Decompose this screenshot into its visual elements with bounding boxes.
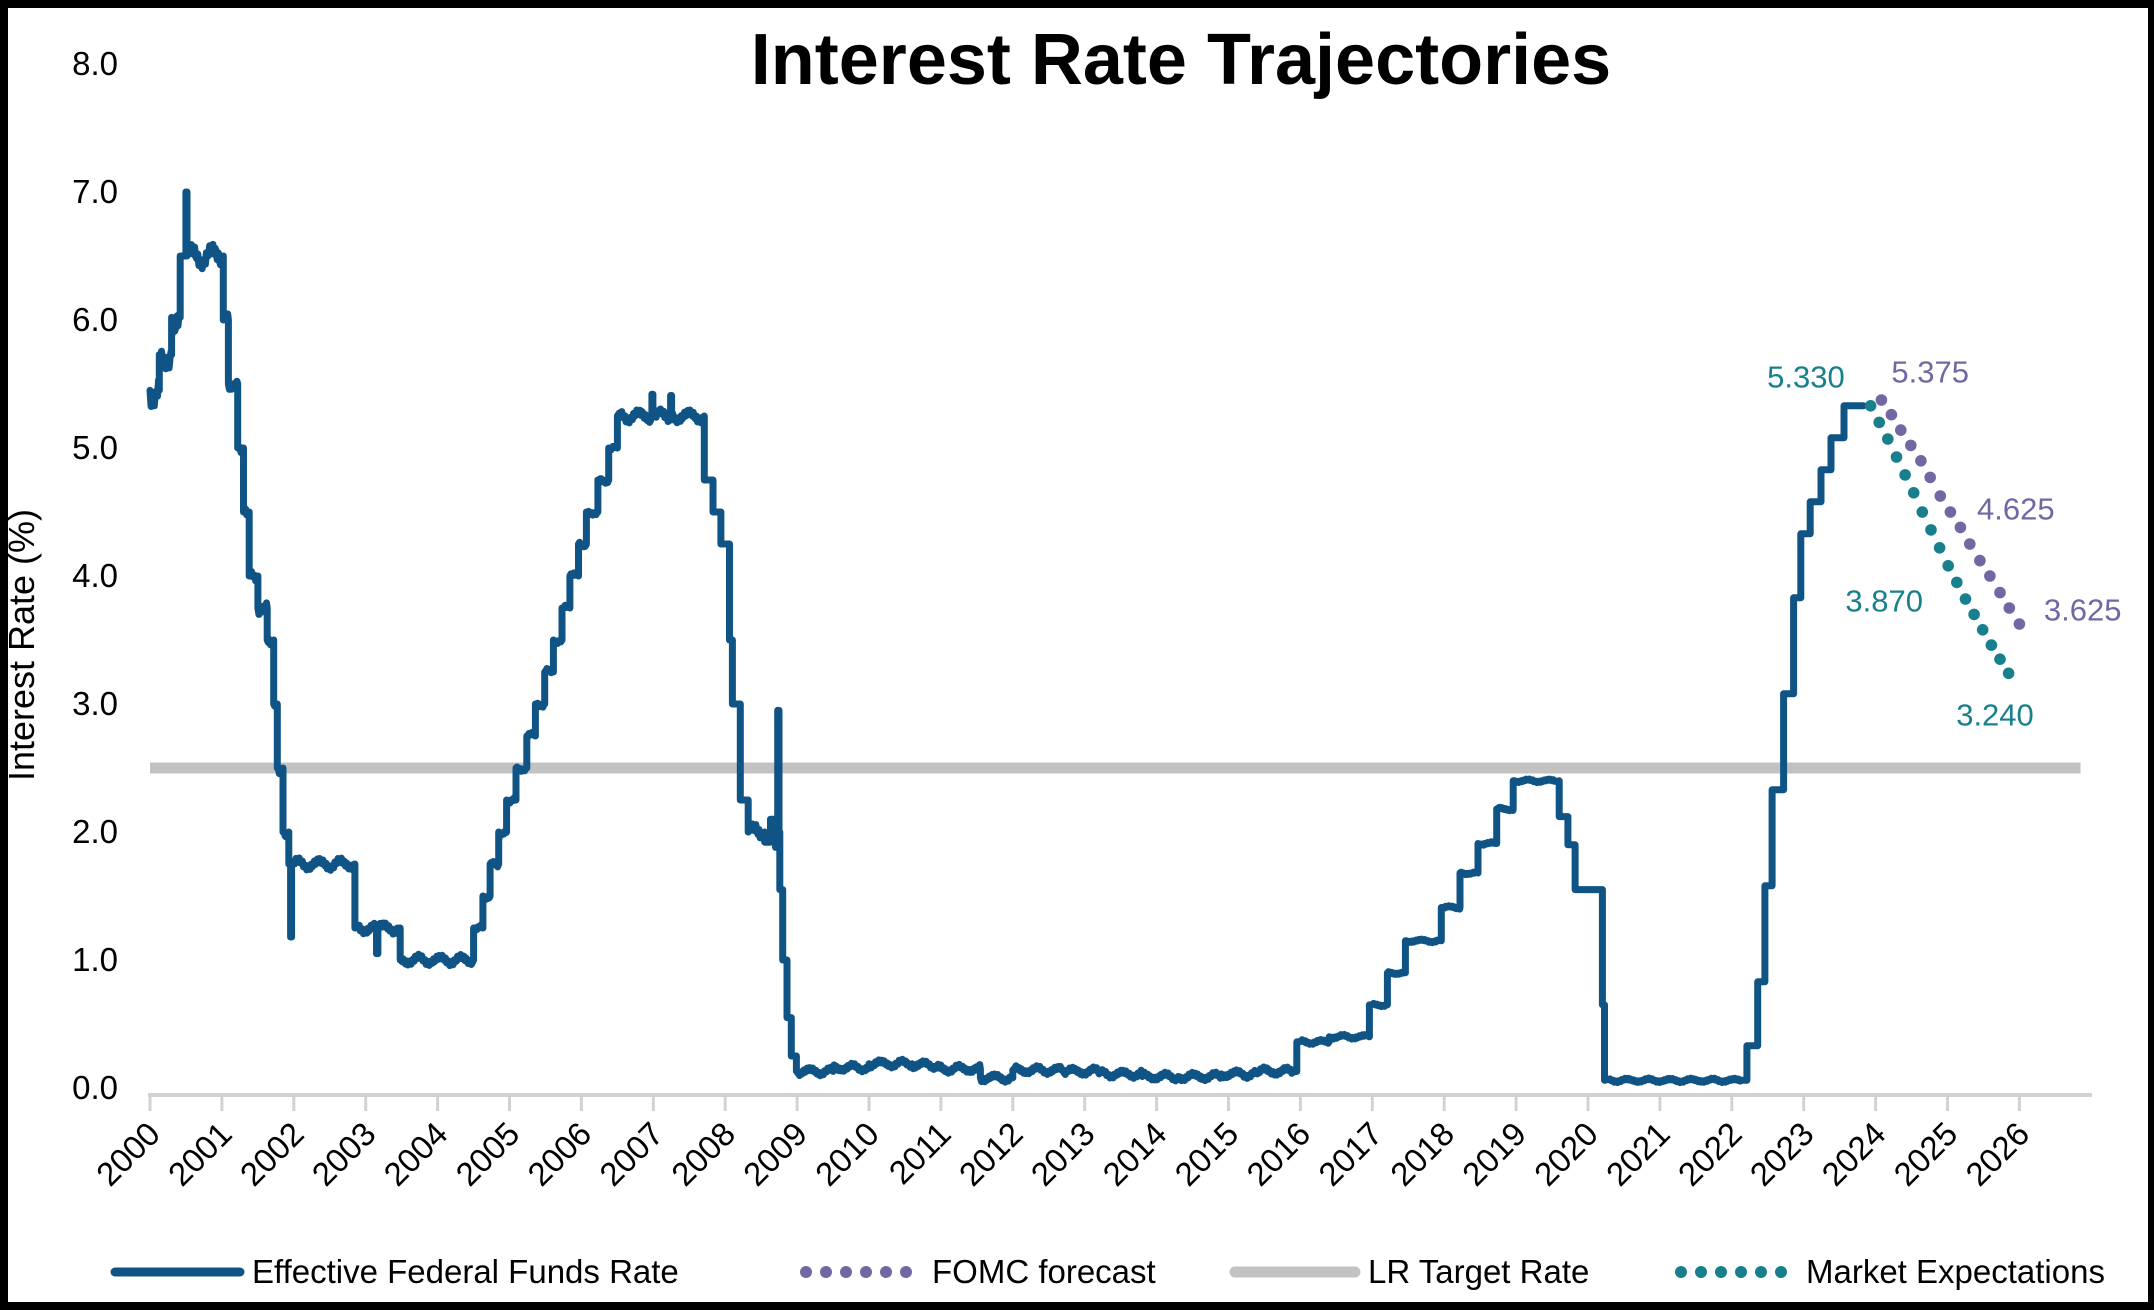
y-axis-label: 2.0	[72, 813, 118, 850]
y-axis-label: 7.0	[72, 173, 118, 210]
market-expectations-dot	[1933, 542, 1946, 554]
chart-title: Interest Rate Trajectories	[751, 20, 1611, 100]
fomc-forecast-dot	[1934, 490, 1947, 502]
annotation-label: 4.625	[1977, 491, 2055, 526]
y-axis-label: 0.0	[72, 1069, 118, 1106]
annotation-label: 3.625	[2044, 593, 2122, 628]
legend-item-label: Market Expectations	[1806, 1253, 2105, 1290]
dotted-line-swatch	[840, 1266, 852, 1278]
legend-item-label: Effective Federal Funds Rate	[252, 1253, 679, 1290]
dotted-line-swatch	[880, 1266, 892, 1278]
dotted-line-swatch	[1675, 1266, 1687, 1278]
legend-item: Effective Federal Funds Rate	[110, 1253, 679, 1290]
fomc-forecast-dot	[1944, 506, 1957, 518]
legend-item: FOMC forecast	[800, 1253, 1156, 1290]
dotted-line-swatch	[1755, 1266, 1767, 1278]
fomc-forecast-dot	[1885, 408, 1898, 421]
y-axis-title: Interest Rate (%)	[1, 509, 42, 781]
market-expectations-dot	[1882, 433, 1894, 445]
legend-item: LR Target Rate	[1229, 1253, 1589, 1290]
effr-line	[146, 188, 1867, 1087]
fomc-forecast-dot	[1984, 570, 1996, 582]
legend-item: Market Expectations	[1675, 1253, 2105, 1290]
y-axis-label: 8.0	[72, 45, 118, 82]
fomc-forecast-dot	[1895, 424, 1907, 436]
annotation-label: 3.870	[1845, 584, 1923, 619]
annotation-label: 5.330	[1767, 360, 1845, 395]
market-expectations-dot	[2002, 667, 2015, 680]
annotation-label: 5.375	[1891, 355, 1969, 390]
fomc-forecast-dot	[1875, 394, 1888, 406]
market-expectations-dot	[1864, 400, 1877, 412]
fomc-forecast-dot	[1905, 439, 1917, 452]
dotted-line-swatch	[800, 1266, 812, 1278]
market-expectations-dot	[1925, 524, 1937, 536]
legend-item-label: FOMC forecast	[932, 1253, 1156, 1290]
chart-panel	[8, 8, 2148, 1302]
market-expectations-dot	[1890, 451, 1903, 463]
y-axis-label: 3.0	[72, 685, 118, 722]
fomc-forecast-dot	[2013, 618, 2026, 630]
fomc-forecast-dot	[1974, 554, 1986, 567]
y-axis-label: 6.0	[72, 301, 118, 338]
legend: Effective Federal Funds Rate FOMC forecas…	[110, 1253, 2105, 1290]
market-expectations-dot	[1976, 624, 1989, 636]
fomc-forecast-dot	[1924, 471, 1936, 484]
dotted-line-swatch	[1695, 1266, 1707, 1278]
market-expectations-dot	[1907, 487, 1920, 499]
market-expectations-dot	[1899, 469, 1911, 481]
market-expectations-dot	[1942, 560, 1954, 572]
y-axis-label: 5.0	[72, 429, 118, 466]
annotations: 5.330 5.375 4.625 3.625 3.870 3.240	[1767, 355, 2121, 733]
market-expectations-dot	[1985, 639, 1998, 651]
dotted-line-swatch	[1735, 1266, 1747, 1278]
market-expectations-dot	[1873, 416, 1885, 429]
market-expectations-dot	[1994, 653, 2006, 665]
annotation-label: 3.240	[1956, 698, 2034, 733]
market-expectations-dot	[1959, 593, 1972, 605]
dotted-line-swatch	[820, 1266, 832, 1278]
fomc-forecast-dot	[1964, 538, 1976, 550]
y-axis-label: 1.0	[72, 941, 118, 978]
y-axis-label: 4.0	[72, 557, 118, 594]
dotted-line-swatch	[1775, 1266, 1787, 1278]
market-expectations-dot	[1968, 608, 1980, 621]
fomc-forecast-dot	[1915, 455, 1927, 467]
legend-item-label: LR Target Rate	[1368, 1253, 1589, 1290]
plot-area	[146, 188, 2081, 1087]
dotted-line-swatch	[900, 1266, 912, 1278]
fomc-forecast-dot	[1954, 521, 1967, 534]
market-expectations-dot	[1916, 506, 1929, 518]
fomc-forecast-dot	[1994, 586, 2006, 599]
market-expectations-dot	[1951, 576, 1963, 589]
dotted-line-swatch	[1715, 1266, 1727, 1278]
fomc-forecast-dot	[2003, 602, 2016, 614]
dotted-line-swatch	[860, 1266, 872, 1278]
